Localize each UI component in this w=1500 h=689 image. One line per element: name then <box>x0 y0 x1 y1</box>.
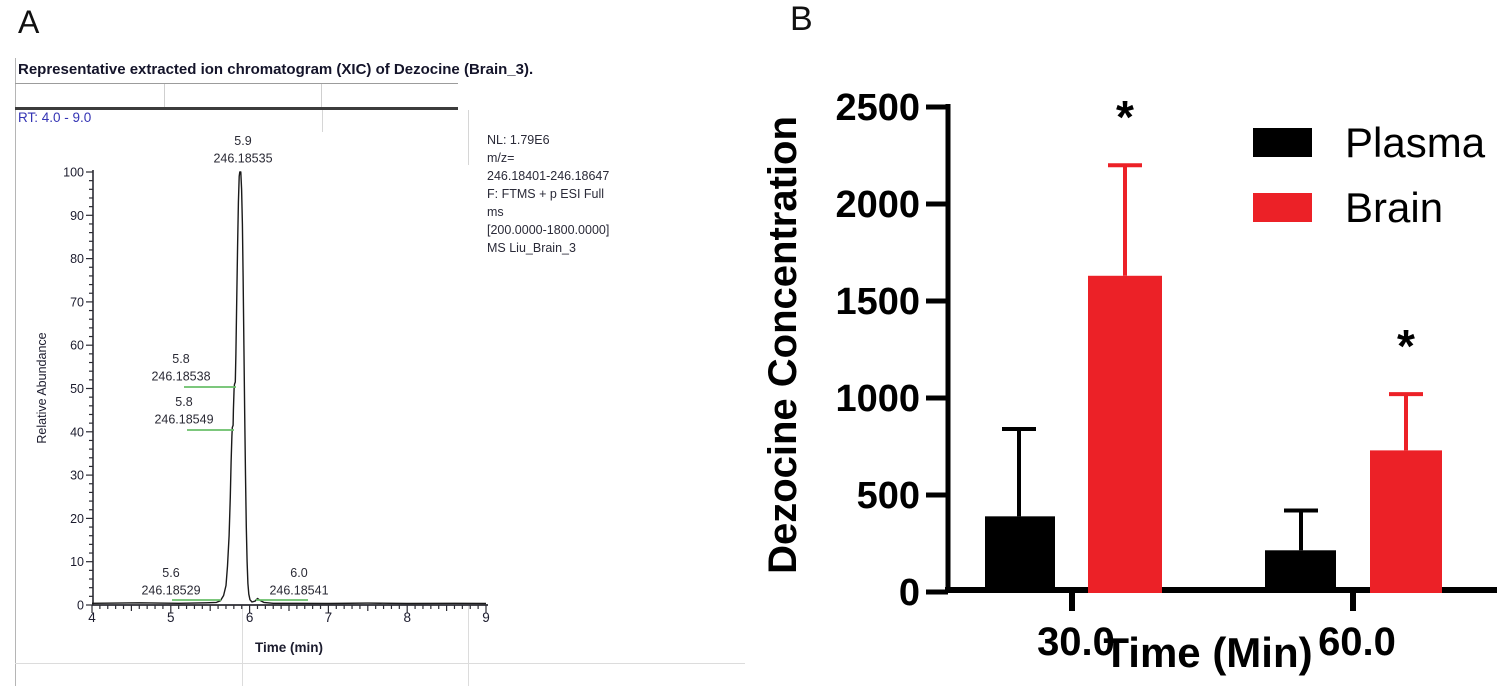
significance-asterisk: * <box>1116 91 1134 143</box>
xic-y-tick-label: 10 <box>70 555 84 569</box>
significance-asterisk: * <box>1397 320 1415 372</box>
xic-peak-rt-label: 5.6 <box>162 566 179 580</box>
xic-y-tick-label: 20 <box>70 512 84 526</box>
xic-y-tick-label: 40 <box>70 425 84 439</box>
bar-y-axis-title: Dezocine Concentration <box>761 116 805 574</box>
legend-swatch-plasma <box>1253 128 1312 157</box>
xic-y-axis-title: Relative Abundance <box>35 332 49 443</box>
xic-peak-rt-label: 5.9 <box>234 134 251 148</box>
xic-x-tick-label: 4 <box>88 610 96 625</box>
xic-x-tick-label: 8 <box>403 610 411 625</box>
xic-peak-mz-label: 246.18529 <box>141 584 200 598</box>
xic-peak-rt-label: 6.0 <box>290 566 307 580</box>
panel-b-label: B <box>790 0 813 38</box>
xic-peak-mz-label: 246.18549 <box>154 413 213 427</box>
panel-a-label: A <box>18 4 40 40</box>
bar-x-tick-label: 60.0 <box>1318 620 1396 664</box>
bar-y-tick-label: 0 <box>899 572 920 614</box>
bar-x-axis-title: Time (Min) <box>1103 629 1312 676</box>
xic-peak-mz-label: 246.18535 <box>213 152 272 166</box>
legend-label-brain: Brain <box>1345 184 1443 231</box>
xic-x-tick-label: 7 <box>325 610 333 625</box>
xic-x-tick-label: 9 <box>482 610 490 625</box>
table-footer-divider-1 <box>242 606 243 686</box>
table-header-divider-1 <box>164 84 165 108</box>
xic-rt-range-label: RT: 4.0 - 9.0 <box>18 110 92 125</box>
bar-y-tick-label: 2000 <box>835 184 920 226</box>
xic-y-tick-label: 60 <box>70 339 84 353</box>
xic-y-tick-label: 100 <box>63 166 84 180</box>
table-footer-divider-2 <box>468 606 469 686</box>
xic-y-tick-label: 90 <box>70 209 84 223</box>
xic-peak-mz-label: 246.18538 <box>151 370 210 384</box>
bar-y-tick-label: 1000 <box>835 378 920 420</box>
xic-scan-header-annotation: NL: 1.79E6 m/z= 246.18401-246.18647 F: F… <box>487 133 610 255</box>
bar-plasma-60.0min <box>1265 550 1336 593</box>
bar-brain-30.0min <box>1088 275 1162 593</box>
table-annotation-divider <box>468 110 469 165</box>
xic-x-axis-title: Time (min) <box>255 640 323 655</box>
table-header-thick-rule <box>15 107 458 110</box>
xic-y-tick-label: 30 <box>70 469 84 483</box>
legend-label-plasma: Plasma <box>1345 119 1486 166</box>
xic-peak-rt-label: 5.8 <box>172 352 189 366</box>
table-footer-rule <box>15 663 745 664</box>
xic-y-tick-label: 80 <box>70 252 84 266</box>
bar-brain-60.0min <box>1370 450 1442 593</box>
bar-x-tick-label: 30.0 <box>1037 620 1115 664</box>
legend-swatch-brain <box>1253 193 1312 222</box>
xic-y-tick-label: 50 <box>70 382 84 396</box>
xic-x-tick-label: 5 <box>167 610 175 625</box>
bar-y-tick-label: 1500 <box>835 281 920 323</box>
xic-x-tick-label: 6 <box>246 610 254 625</box>
bar-y-tick-label: 500 <box>857 475 920 517</box>
table-border-left <box>15 58 16 686</box>
xic-peak-mz-label: 246.18541 <box>269 584 328 598</box>
table-rt-row-divider <box>322 110 323 132</box>
xic-chart-title: Representative extracted ion chromatogra… <box>18 61 534 78</box>
xic-peak-rt-label: 5.8 <box>175 395 192 409</box>
xic-y-tick-label: 0 <box>77 599 84 613</box>
xic-y-tick-label: 70 <box>70 295 84 309</box>
bar-plasma-30.0min <box>985 516 1055 593</box>
table-header-divider-2 <box>321 84 322 108</box>
bar-y-tick-label: 2500 <box>835 87 920 129</box>
table-title-underline <box>15 83 458 84</box>
